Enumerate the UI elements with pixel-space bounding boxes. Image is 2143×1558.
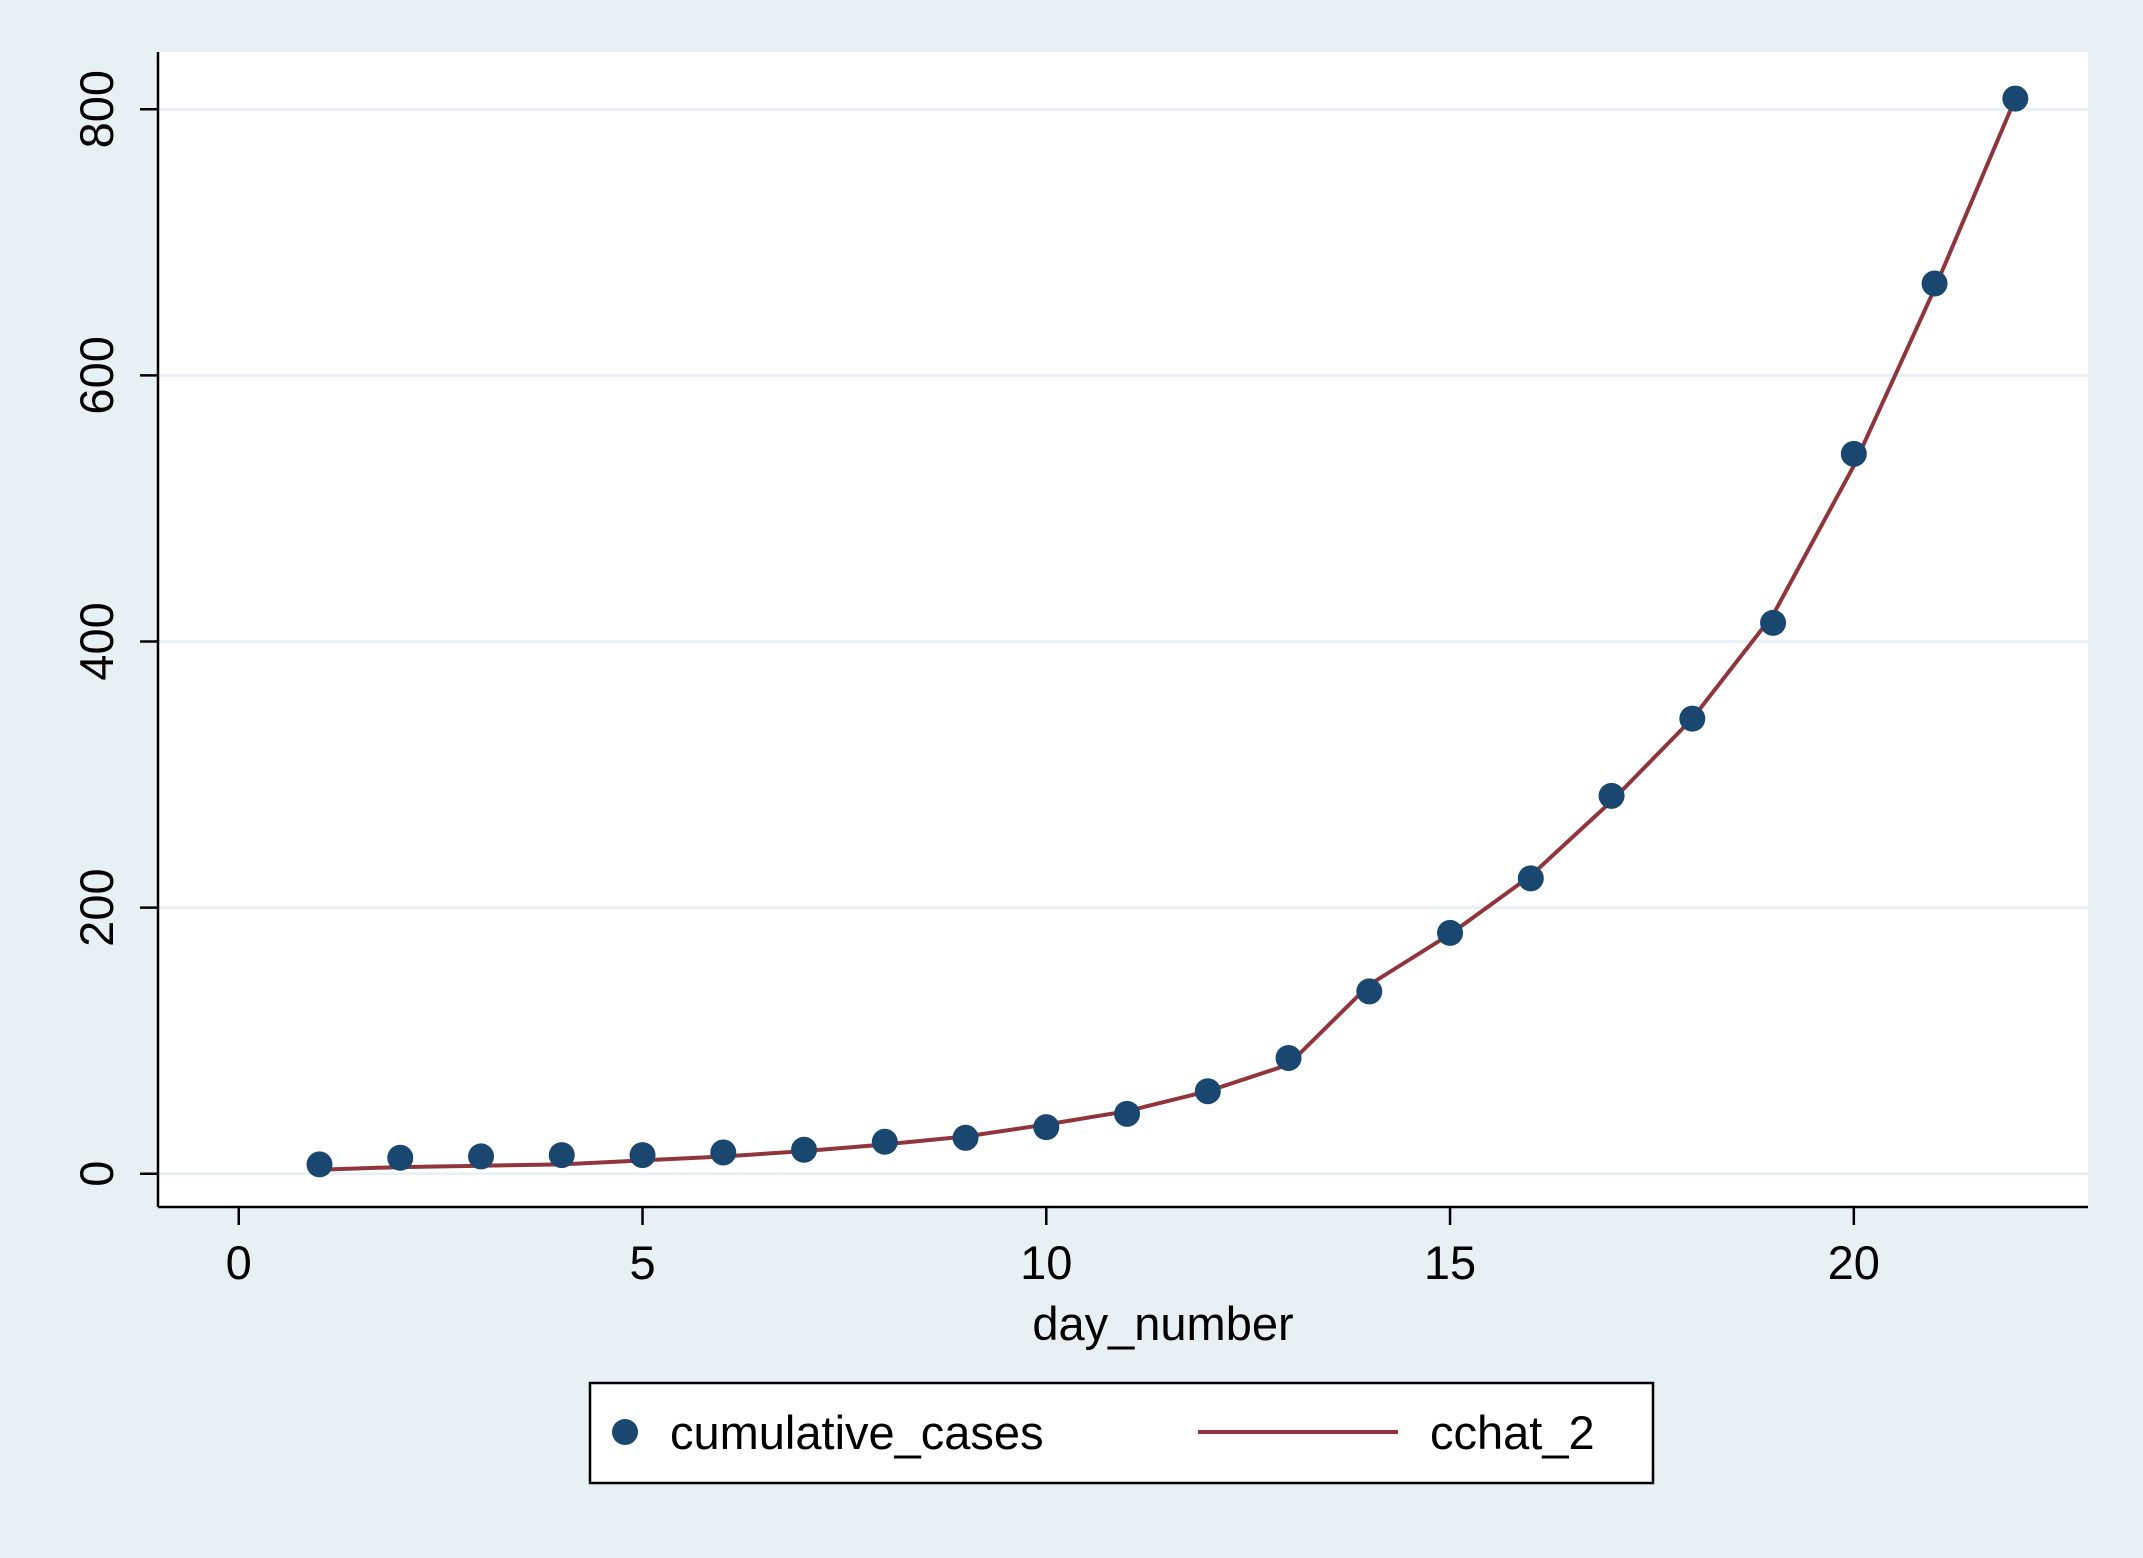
y-axis-ticks: 0 200 400 600 800 (70, 70, 158, 1187)
data-point-cumulative-cases (1437, 919, 1464, 946)
y-tick-label: 0 (70, 1161, 123, 1187)
x-tick-label: 5 (629, 1236, 655, 1289)
legend-label-cchat-2: cchat_2 (1430, 1406, 1595, 1459)
y-tick-label: 400 (70, 602, 123, 680)
data-point-cumulative-cases (1356, 978, 1383, 1005)
data-point-cumulative-cases (1598, 782, 1625, 809)
data-point-cumulative-cases (952, 1124, 979, 1151)
data-point-cumulative-cases (629, 1142, 656, 1169)
data-point-cumulative-cases (548, 1142, 575, 1169)
data-point-cumulative-cases (791, 1136, 818, 1163)
data-point-cumulative-cases (1517, 865, 1544, 892)
data-point-cumulative-cases (1921, 270, 1948, 297)
series-line-group (319, 97, 2018, 1172)
legend-label-cumulative-cases: cumulative_cases (670, 1406, 1044, 1459)
series-line-cchat-2 (319, 97, 2018, 1172)
data-point-cumulative-cases (1114, 1100, 1141, 1127)
series-points-group (306, 85, 2029, 1178)
legend-marker-icon (612, 1419, 638, 1445)
data-point-cumulative-cases (387, 1144, 414, 1171)
x-tick-label: 20 (1828, 1236, 1880, 1289)
data-point-cumulative-cases (871, 1128, 898, 1155)
data-point-cumulative-cases (1275, 1044, 1302, 1071)
x-axis-ticks: 0 5 10 15 20 (226, 1207, 1880, 1289)
legend-box (588, 1381, 1655, 1485)
y-tick-label: 800 (70, 70, 123, 148)
grid-lines (158, 107, 2088, 1176)
data-point-cumulative-cases (1840, 440, 1867, 467)
data-point-cumulative-cases (1033, 1114, 1060, 1141)
y-tick-label: 600 (70, 336, 123, 414)
x-tick-label: 10 (1020, 1236, 1072, 1289)
x-axis-title: day_number (1032, 1297, 1293, 1350)
y-tick-label: 200 (70, 868, 123, 946)
data-point-cumulative-cases (1679, 705, 1706, 732)
data-point-cumulative-cases (2002, 85, 2029, 112)
data-point-cumulative-cases (710, 1139, 737, 1166)
axes (156, 52, 2088, 1209)
legend: cumulative_cases cchat_2 (588, 1381, 1655, 1485)
data-point-cumulative-cases (1760, 609, 1787, 636)
data-point-cumulative-cases (1194, 1078, 1221, 1105)
data-point-cumulative-cases (468, 1143, 495, 1170)
data-point-cumulative-cases (306, 1151, 333, 1178)
plot-area (158, 52, 2088, 1207)
x-tick-label: 0 (226, 1236, 252, 1289)
x-tick-label: 15 (1424, 1236, 1476, 1289)
